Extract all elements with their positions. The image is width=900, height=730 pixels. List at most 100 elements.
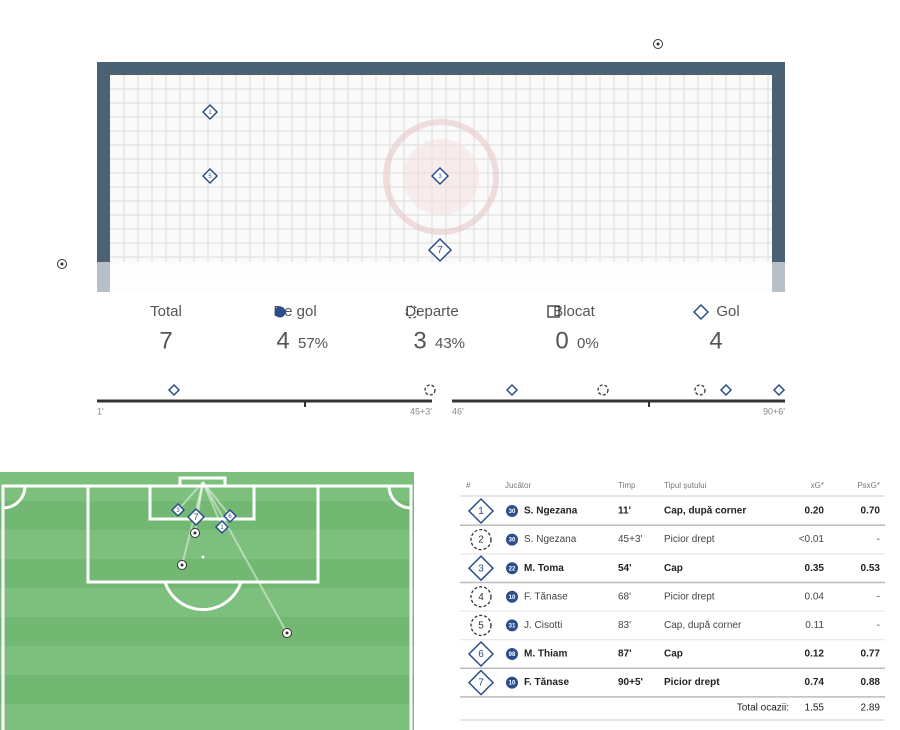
shot-miss: [470, 586, 492, 608]
shot-number: 1: [220, 525, 224, 531]
player-name: M. Thiam: [524, 649, 567, 660]
psxg-value: 0.77: [861, 649, 881, 660]
xg-value: 0.11: [805, 620, 824, 631]
player-name: S. Ngezana: [524, 506, 578, 517]
shot-trail: [202, 481, 288, 634]
shot-number: 7: [437, 245, 443, 256]
player-name: M. Toma: [524, 563, 564, 574]
total-xg: 1.55: [805, 703, 825, 714]
shot-diamond: [167, 383, 181, 397]
shot-diamond: [170, 502, 186, 518]
row-number: 2: [478, 535, 484, 546]
pitch-stripe: [0, 646, 414, 675]
shot-time: 68': [618, 591, 631, 602]
shot-number: 5: [208, 174, 212, 180]
player-name: F. Tănase: [524, 677, 569, 688]
psxg-value: -: [877, 591, 880, 602]
xg-value: 0.35: [805, 563, 825, 574]
psxg-value: 0.70: [861, 506, 881, 517]
shot-time: 87': [618, 649, 632, 660]
pitch-stripe: [0, 704, 414, 730]
player-badge-number: 10: [509, 595, 516, 601]
ball: [656, 42, 660, 46]
timeline-label: 1': [97, 406, 104, 416]
shot-diamond: [201, 103, 219, 121]
shot-miss: [424, 384, 436, 396]
shot-time: 54': [618, 563, 632, 574]
shot-time: 11': [618, 506, 631, 517]
player-badge: [506, 619, 518, 632]
ball: [60, 262, 64, 266]
stat-percent: 0%: [577, 335, 599, 352]
shot-diamond: [427, 237, 453, 263]
player-badge: [506, 590, 518, 603]
stat-percent: 57%: [298, 335, 328, 352]
pitch-stripe: [0, 559, 414, 588]
row-number: 5: [478, 621, 484, 632]
shot-diamond: [222, 508, 238, 524]
shot-diamond: [201, 167, 219, 185]
pitch-stripe: [0, 501, 414, 530]
player-badge-number: 30: [509, 509, 516, 515]
pitch-line: [178, 476, 227, 488]
shot-diamond: [719, 383, 733, 397]
stat-value: 4: [709, 327, 722, 354]
table-header: #: [466, 481, 471, 490]
ball: [193, 531, 197, 535]
shot-type: Picior drept: [664, 534, 715, 545]
shot-type: Cap: [664, 649, 683, 660]
timeline-label: 90+6': [763, 406, 785, 416]
shot-type: Cap: [664, 563, 683, 574]
legend-icon: [547, 305, 560, 318]
shot-type: Cap, după corner: [664, 506, 746, 517]
player-badge: [506, 562, 518, 575]
total-label: Total ocazii:: [737, 703, 789, 714]
psxg-value: 0.88: [861, 677, 881, 688]
shot-trail: [177, 481, 204, 511]
shot-type: Picior drept: [664, 677, 720, 688]
shot-diamond: [772, 383, 786, 397]
stat-label: Total: [150, 303, 182, 320]
shot-diamond: [467, 555, 495, 582]
xg-value: 0.20: [805, 506, 825, 517]
shot-miss: [597, 384, 609, 396]
shot-miss: [470, 614, 492, 637]
pitch-stripe: [0, 617, 414, 646]
shot-diamond: [186, 507, 206, 527]
shot-diamond: [467, 640, 495, 668]
stat-label: Blocat: [553, 303, 596, 320]
xg-value: <0.01: [799, 534, 825, 545]
row-number: 1: [478, 506, 484, 517]
timeline-label: 45+3': [410, 406, 432, 416]
penalty-spot: [201, 555, 205, 559]
stat-value: 7: [159, 327, 172, 354]
pitch-stripe: [0, 530, 414, 559]
shot-time: 45+3': [618, 534, 643, 545]
shot-trail: [181, 481, 204, 566]
shot-number: 7: [193, 512, 198, 522]
xg-value: 0.12: [805, 649, 825, 660]
player-badge: [506, 648, 518, 660]
player-name: J. Cisotti: [524, 620, 562, 631]
psxg-value: 0.53: [861, 563, 881, 574]
table-header: Tipul șutului: [664, 481, 707, 490]
player-badge: [506, 676, 518, 689]
shot-diamond: [692, 303, 710, 321]
psxg-value: -: [877, 620, 880, 631]
shot-diamond: [505, 383, 519, 397]
row-number: 3: [478, 563, 484, 574]
player-badge-number: 30: [509, 538, 516, 544]
ball: [285, 631, 289, 635]
pitch-line: [2, 485, 27, 510]
shot-diamond: [214, 519, 230, 535]
psxg-value: -: [877, 534, 880, 545]
goal-ground: [97, 262, 785, 292]
shot-time: 83': [618, 620, 631, 631]
xg-value: 0.04: [805, 591, 825, 602]
pitch-line: [163, 581, 243, 612]
xg-value: 0.74: [805, 677, 825, 688]
stat-label: De gol: [273, 303, 316, 320]
player-badge: [506, 505, 518, 517]
player-badge-number: 98: [509, 652, 516, 658]
player-name: S. Ngezana: [524, 534, 577, 545]
